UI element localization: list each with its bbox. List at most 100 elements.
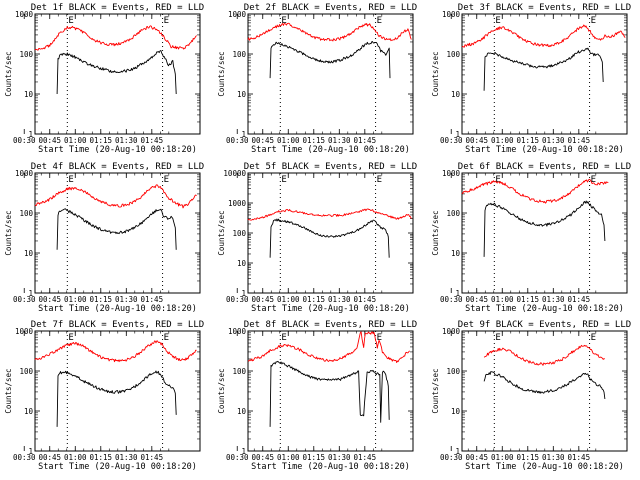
y-tick-label: 100 [19,209,33,218]
events-black-series-line [483,47,604,91]
y-axis-label: Counts/sec [431,368,440,413]
x-axis-label: Start Time (20-Aug-10 00:18:20) [38,304,197,314]
x-tick-label: 00:45 [251,295,274,304]
y-axis-label: Counts/sec [431,210,440,255]
event-marker-label: E [68,16,73,26]
event-marker-label: E [377,16,382,26]
x-tick-label: 00:30 [226,295,249,304]
x-tick-label: 01:45 [141,136,164,145]
y-axis-label: Counts/sec [4,51,13,96]
x-axis-label: Start Time (20-Aug-10 00:18:20) [465,462,624,472]
x-tick-label: 01:30 [328,295,351,304]
y-tick-label: 10000 [223,169,246,178]
x-tick-label: 00:45 [38,295,61,304]
panel-det-5: Det 5f BLACK = Events, RED = LLD 1 10 100 10… [217,162,417,314]
y-tick-label: 1 [28,130,33,139]
x-axis-label: Start Time (20-Aug-10 00:18:20) [465,145,624,155]
panel-title: Det 6f BLACK = Events, RED = LLD [458,162,631,172]
x-tick-label: 01:45 [141,453,164,462]
event-marker-label: E [68,175,73,185]
y-tick-label: 10 [24,249,34,258]
y-tick-label: 100 [19,50,33,59]
x-tick-label: 01:30 [328,453,351,462]
x-tick-label: 01:00 [64,295,87,304]
y-axis-label: Counts/sec [217,368,226,413]
x-tick-label: 01:15 [516,136,539,145]
panel-det-8: Det 8f BLACK = Events, RED = LLD11010010… [217,320,417,472]
event-marker-label: E [495,175,500,185]
y-axis-label: Counts/sec [217,51,226,96]
y-tick-label: 10 [451,90,461,99]
y-tick-label: 1 [241,130,246,139]
y-tick-label: 100 [232,367,246,376]
x-tick-label: 00:45 [38,453,61,462]
events-black-series-line [56,50,177,95]
lld-red-series-line [247,22,412,42]
panel-title: Det 1f BLACK = Events, RED = LLD [31,3,204,13]
x-tick-label: 01:00 [491,136,514,145]
events-black-series-line [56,208,177,250]
y-tick-label: 1 [455,130,460,139]
lld-red-series-line [34,340,197,363]
panel-title: Det 8f BLACK = Events, RED = LLD [244,320,417,330]
x-tick-label: 01:30 [542,453,565,462]
x-tick-label: 00:30 [13,453,36,462]
x-tick-label: 01:00 [277,453,300,462]
events-black-series-line [269,360,390,427]
panel-det-9: Det 9f BLACK = Events, RED = LLD11010010… [431,320,631,472]
event-marker-label: E [68,333,73,343]
x-tick-label: 01:00 [277,295,300,304]
y-axis-label: Counts/sec [217,210,226,255]
x-tick-label: 01:00 [277,136,300,145]
x-tick-label: 01:15 [516,295,539,304]
lld-red-series-line [34,184,197,209]
event-marker-label: E [164,333,169,343]
y-tick-label: 10 [24,407,34,416]
x-axis-label: Start Time (20-Aug-10 00:18:20) [251,462,410,472]
x-tick-label: 01:45 [141,295,164,304]
y-tick-label: 100 [446,367,460,376]
event-marker-label: E [164,175,169,185]
x-axis-label: Start Time (20-Aug-10 00:18:20) [465,304,624,314]
y-axis-label: Counts/sec [4,368,13,413]
panel-title: Det 3f BLACK = Events, RED = LLD [458,3,631,13]
x-tick-label: 01:30 [542,295,565,304]
x-tick-label: 00:45 [465,453,488,462]
panel-title: Det 7f BLACK = Events, RED = LLD [31,320,204,330]
lld-red-series-line [247,208,412,221]
x-tick-label: 01:15 [89,136,112,145]
x-tick-label: 00:30 [226,453,249,462]
y-tick-label: 1 [455,289,460,298]
lld-red-series-line [483,344,606,366]
x-tick-label: 00:30 [440,295,463,304]
x-tick-label: 01:45 [354,453,377,462]
event-marker-label: E [495,16,500,26]
panel-title: Det 2f BLACK = Events, RED = LLD [244,3,417,13]
x-tick-label: 01:30 [115,136,138,145]
panel-det-3: Det 3f BLACK = Events, RED = LLD11010010… [431,3,631,155]
y-tick-label: 10 [24,90,34,99]
x-axis-label: Start Time (20-Aug-10 00:18:20) [251,304,410,314]
panel-title: Det 5f BLACK = Events, RED = LLD [244,162,417,172]
plot-frame [247,172,414,294]
event-marker-label: E [591,175,596,185]
events-black-series-line [483,200,606,257]
event-marker-label: E [495,333,500,343]
lld-red-series-line [34,25,197,51]
event-marker-label: E [377,175,382,185]
y-tick-label: 10 [237,90,247,99]
y-tick-label: 10 [451,249,461,258]
y-tick-label: 10 [237,259,247,268]
plot-frame [461,172,628,294]
x-tick-label: 00:45 [38,136,61,145]
panel-det-1: Det 1f BLACK = Events, RED = LLD11010010… [4,3,204,155]
lld-red-series-line [461,178,609,204]
x-tick-label: 01:30 [115,453,138,462]
x-tick-label: 01:45 [568,453,591,462]
event-marker-label: E [281,333,286,343]
lld-red-series-line [247,331,410,364]
x-tick-label: 00:30 [440,136,463,145]
x-tick-label: 01:45 [568,295,591,304]
x-tick-label: 00:45 [465,295,488,304]
lld-red-series-line [461,24,626,48]
